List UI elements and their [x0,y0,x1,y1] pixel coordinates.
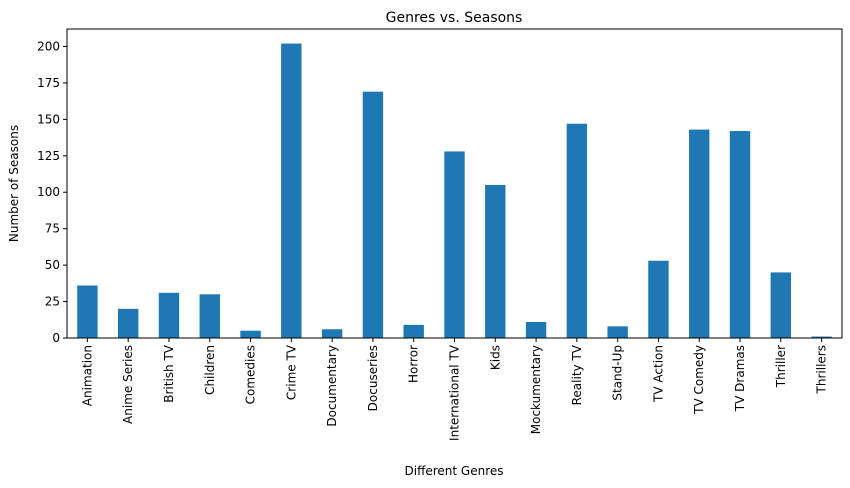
y-tick-label: 25 [45,295,60,309]
bar-thriller [770,272,792,338]
x-tick-label: British TV [162,344,176,403]
x-tick-label: Thrillers [815,345,829,394]
bar-international-tv [444,151,465,338]
bar-thrillers [811,336,832,338]
x-tick-label: TV Dramas [733,345,747,412]
bar-horror [403,324,424,338]
bar-children [199,294,220,338]
plot-frame [66,28,843,339]
x-tick-label: Stand-Up [611,345,625,401]
bar-tv-comedy [689,129,710,338]
x-tick-label: Mockumentary [529,345,543,434]
bar-docuseries [362,91,384,338]
x-tick-label: Documentary [325,345,339,427]
x-tick-label: TV Action [651,345,665,403]
bar-reality-tv [566,123,588,339]
bar-comedies [240,330,261,338]
x-tick-label: Reality TV [570,344,584,405]
y-axis-title: Number of Seasons [7,125,21,242]
x-axis-ticks: Animation Anime Series British TV Children C… [80,338,829,441]
x-tick-label: Docuseries [366,345,380,411]
y-tick-label: 75 [45,222,60,236]
x-axis-title: Different Genres [405,464,504,478]
bar-kids [485,184,506,338]
x-tick-label: Thriller [774,345,788,388]
x-tick-label: Animation [80,345,94,406]
x-tick-label: Comedies [244,345,258,404]
bar-anime-series [117,308,139,338]
y-tick-label: 50 [45,258,60,272]
bar-tv-action [648,260,669,338]
x-tick-label: Horror [407,345,421,383]
bar-stand-up [607,326,628,338]
y-tick-label: 100 [37,185,60,199]
y-tick-label: 150 [37,112,60,126]
chart-title: Genres vs. Seasons [386,10,523,26]
bars-group [77,43,832,339]
x-tick-label: Children [203,345,217,395]
bar-documentary [321,329,343,338]
y-tick-label: 125 [37,149,60,163]
bar-crime-tv [281,43,302,338]
y-tick-label: 200 [37,39,60,53]
x-tick-label: Kids [488,345,502,370]
x-tick-label: TV Comedy [692,345,706,415]
bar-tv-dramas [729,131,751,338]
bar-mockumentary [525,321,547,338]
y-tick-label: 175 [37,76,60,90]
y-tick-label: 0 [52,331,60,345]
y-axis-ticks: 0 25 50 75 100 125 150 175 200 [37,39,67,345]
x-tick-label: Crime TV [284,344,298,400]
x-tick-label: Anime Series [121,345,135,424]
x-tick-label: International TV [448,344,462,441]
bar-animation [77,285,98,338]
bar-british-tv [158,292,180,338]
